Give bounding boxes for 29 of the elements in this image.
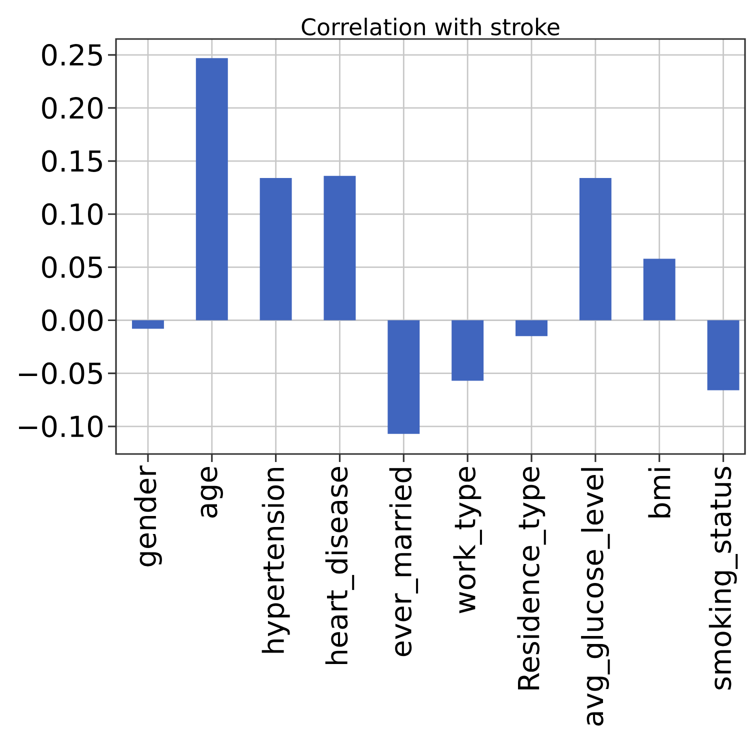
- bar: [388, 320, 420, 434]
- x-tick-label: Residence_type: [517, 467, 546, 690]
- bar: [579, 178, 612, 320]
- x-tick-label: gender: [134, 466, 162, 566]
- x-tick-label: age: [200, 467, 223, 518]
- bar: [516, 320, 548, 336]
- bar: [132, 320, 164, 329]
- x-tick-label: work_type: [453, 467, 482, 614]
- bar: [643, 258, 676, 320]
- y-tick-label: 0.15: [42, 150, 102, 172]
- y-tick-label: 0.05: [42, 256, 102, 278]
- y-tick-label: −0.05: [19, 362, 102, 384]
- x-tick-label: avg_glucose_level: [581, 468, 610, 726]
- y-tick-label: 0.20: [42, 97, 103, 119]
- x-tick-label: heart_disease: [325, 467, 354, 664]
- x-tick-label: smoking_status: [708, 466, 738, 690]
- x-tick-label: bmi: [648, 468, 671, 518]
- bar: [707, 320, 740, 390]
- bar: [452, 320, 484, 381]
- y-tick-label: 0.25: [42, 44, 102, 66]
- bar: [196, 58, 228, 320]
- x-tick-label: ever_married: [389, 468, 418, 656]
- y-tick-label: −0.10: [19, 415, 103, 438]
- bar: [324, 176, 356, 320]
- bar: [260, 178, 292, 320]
- chart-title: Correlation with stroke: [302, 18, 560, 36]
- y-tick-label: 0.10: [42, 203, 103, 226]
- x-tick-label: hypertension: [262, 468, 290, 653]
- y-tick-label: 0.00: [42, 309, 103, 332]
